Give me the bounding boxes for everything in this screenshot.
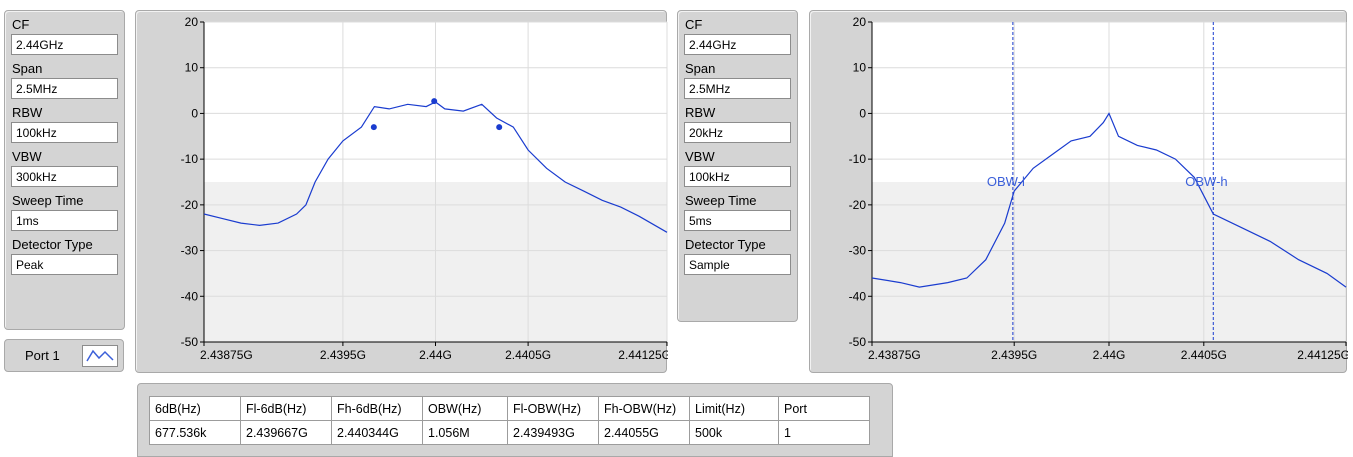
span-label: Span [685, 61, 716, 76]
y-tick-label: 20 [853, 15, 867, 29]
vbw-field[interactable]: 100kHz [684, 166, 791, 187]
table-row[interactable]: 677.536k 2.439667G 2.440344G 1.056M 2.43… [149, 420, 870, 445]
detector-type-label: Detector Type [12, 237, 93, 252]
left-settings-panel: CF 2.44GHz Span 2.5MHz RBW 100kHz VBW 30… [4, 10, 125, 330]
x-tick-label: 2.4405G [505, 348, 551, 362]
sweep-time-label: Sweep Time [12, 193, 84, 208]
x-tick-label: 2.44G [1093, 348, 1126, 362]
vbw-field[interactable]: 300kHz [11, 166, 118, 187]
marker-point [370, 124, 377, 131]
y-tick-label: -20 [181, 198, 199, 212]
cf-label: CF [12, 17, 30, 32]
vbw-label: VBW [685, 149, 715, 164]
table-header-cell: Limit(Hz) [689, 396, 779, 421]
span-field[interactable]: 2.5MHz [11, 78, 118, 99]
table-cell: 2.440344G [331, 420, 423, 445]
table-cell: 2.44055G [598, 420, 690, 445]
results-table-panel: 6dB(Hz) Fl-6dB(Hz) Fh-6dB(Hz) OBW(Hz) Fl… [137, 383, 893, 457]
y-tick-label: 20 [185, 15, 199, 29]
rbw-field[interactable]: 20kHz [684, 122, 791, 143]
right-spectrum-chart: -50 -40 -30 -20 -10 0 10 20 2.43875G 2.4395G 2.44G… [809, 10, 1348, 373]
table-cell: 2.439667G [240, 420, 332, 445]
y-tick-label: -20 [849, 198, 867, 212]
x-tick-label: 2.44G [419, 348, 452, 362]
results-table: 6dB(Hz) Fl-6dB(Hz) Fh-6dB(Hz) OBW(Hz) Fl… [149, 396, 870, 445]
x-tick-label: 2.4395G [991, 348, 1037, 362]
spectrum-trace [203, 101, 668, 233]
detector-type-field[interactable]: Peak [11, 254, 118, 275]
x-tick-label: 2.44125G [618, 348, 668, 362]
y-tick-label: 0 [859, 106, 866, 120]
obw-cursor-label: OBW-h [1185, 174, 1227, 189]
y-tick-label: -50 [181, 335, 199, 349]
detector-type-field[interactable]: Sample [684, 254, 791, 275]
y-tick-label: -40 [181, 289, 199, 303]
sweep-time-field[interactable]: 1ms [11, 210, 118, 231]
cf-label: CF [685, 17, 703, 32]
span-label: Span [12, 61, 43, 76]
waveform-icon [82, 345, 118, 367]
y-tick-label: -10 [181, 152, 199, 166]
y-tick-label: -50 [849, 335, 867, 349]
table-header-cell: 6dB(Hz) [149, 396, 241, 421]
table-cell: 1.056M [422, 420, 508, 445]
left-spectrum-plot: -50 -40 -30 -20 -10 0 10 20 2.43875G 2.4395G 2.44G… [181, 15, 668, 362]
cf-field[interactable]: 2.44GHz [11, 34, 118, 55]
rbw-field[interactable]: 100kHz [11, 122, 118, 143]
y-tick-label: -30 [181, 244, 199, 258]
right-settings-panel: CF 2.44GHz Span 2.5MHz RBW 20kHz VBW 100… [677, 10, 798, 322]
table-cell: 1 [778, 420, 870, 445]
x-tick-label: 2.43875G [868, 348, 921, 362]
sweep-time-field[interactable]: 5ms [684, 210, 791, 231]
spectrum-trace [871, 112, 1347, 288]
y-tick-label: -40 [849, 289, 867, 303]
y-tick-label: -30 [849, 244, 867, 258]
table-header-cell: OBW(Hz) [422, 396, 508, 421]
x-tick-label: 2.4405G [1181, 348, 1227, 362]
table-cell: 2.439493G [507, 420, 599, 445]
port-selector-button[interactable]: Port 1 [4, 339, 124, 372]
table-header-cell: Port [778, 396, 870, 421]
table-header-cell: Fh-OBW(Hz) [598, 396, 690, 421]
marker-point [431, 98, 438, 105]
x-tick-label: 2.4395G [320, 348, 366, 362]
table-cell: 677.536k [149, 420, 241, 445]
detector-type-label: Detector Type [685, 237, 766, 252]
table-header-row: 6dB(Hz) Fl-6dB(Hz) Fh-6dB(Hz) OBW(Hz) Fl… [149, 396, 870, 421]
sweep-time-label: Sweep Time [685, 193, 757, 208]
rbw-label: RBW [12, 105, 43, 120]
y-tick-label: 10 [185, 61, 199, 75]
left-spectrum-chart: -50 -40 -30 -20 -10 0 10 20 2.43875G 2.4395G 2.44G… [135, 10, 668, 373]
span-field[interactable]: 2.5MHz [684, 78, 791, 99]
table-cell: 500k [689, 420, 779, 445]
marker-point [496, 124, 503, 131]
rbw-label: RBW [685, 105, 716, 120]
obw-cursor-label: OBW-l [987, 174, 1025, 189]
table-header-cell: Fl-OBW(Hz) [507, 396, 599, 421]
port-label: Port 1 [25, 348, 60, 363]
vbw-label: VBW [12, 149, 42, 164]
right-spectrum-plot: -50 -40 -30 -20 -10 0 10 20 2.43875G 2.4395G 2.44G… [849, 15, 1348, 362]
table-header-cell: Fl-6dB(Hz) [240, 396, 332, 421]
y-tick-label: 10 [853, 61, 867, 75]
table-header-cell: Fh-6dB(Hz) [331, 396, 423, 421]
x-tick-label: 2.44125G [1297, 348, 1348, 362]
y-tick-label: -10 [849, 152, 867, 166]
cf-field[interactable]: 2.44GHz [684, 34, 791, 55]
y-tick-label: 0 [191, 106, 198, 120]
x-tick-label: 2.43875G [200, 348, 253, 362]
